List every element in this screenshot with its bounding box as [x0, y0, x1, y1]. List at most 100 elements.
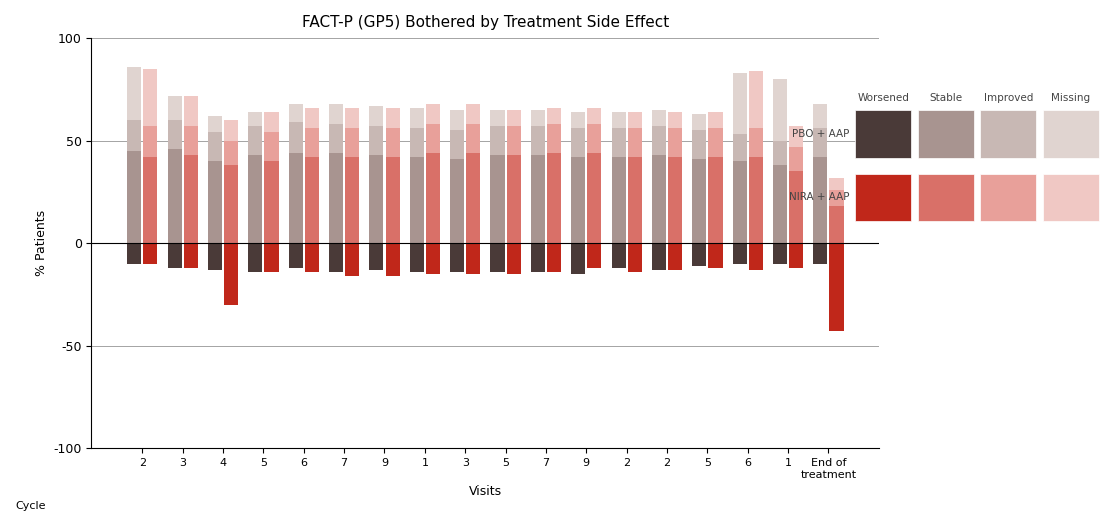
Bar — [345, 243, 359, 276]
Text: Stable: Stable — [929, 93, 963, 103]
Bar — [571, 157, 586, 243]
Bar — [692, 114, 707, 130]
Bar — [369, 106, 383, 126]
Bar — [224, 165, 238, 243]
Bar — [183, 126, 198, 155]
Bar — [305, 128, 319, 157]
Bar — [830, 190, 844, 206]
Bar — [409, 128, 424, 157]
Bar — [409, 243, 424, 272]
Bar — [491, 243, 504, 272]
Bar — [652, 243, 666, 270]
Bar — [248, 112, 263, 126]
Bar — [531, 243, 544, 272]
Bar — [143, 126, 158, 157]
Bar — [208, 161, 222, 243]
Bar — [531, 110, 544, 126]
Bar — [466, 243, 481, 274]
Bar — [547, 124, 561, 153]
Bar — [329, 153, 343, 243]
Bar — [426, 124, 440, 153]
Bar — [612, 112, 626, 128]
Bar — [386, 108, 399, 128]
Bar — [369, 126, 383, 155]
Bar — [709, 243, 722, 268]
Bar — [466, 153, 481, 243]
Bar — [506, 243, 521, 274]
Bar — [627, 112, 642, 128]
Bar — [813, 157, 827, 243]
Bar — [612, 157, 626, 243]
Bar — [627, 243, 642, 272]
Bar — [168, 120, 182, 149]
Bar — [491, 110, 504, 126]
Bar — [669, 112, 682, 128]
Bar — [265, 133, 278, 161]
Bar — [813, 104, 827, 128]
Bar — [732, 243, 747, 264]
Bar — [732, 161, 747, 243]
Bar — [789, 147, 803, 171]
Bar — [183, 96, 198, 126]
Bar — [587, 243, 601, 268]
Bar — [773, 79, 787, 140]
Bar — [732, 73, 747, 135]
Bar — [426, 104, 440, 124]
Bar — [466, 104, 481, 124]
Bar — [627, 128, 642, 157]
Bar — [547, 153, 561, 243]
Bar — [183, 243, 198, 268]
Bar — [208, 133, 222, 161]
Bar — [386, 128, 399, 157]
Bar — [813, 128, 827, 157]
Y-axis label: % Patients: % Patients — [35, 210, 48, 276]
Bar — [288, 104, 303, 122]
Bar — [248, 155, 263, 243]
Bar — [692, 243, 707, 266]
Bar — [652, 155, 666, 243]
Bar — [830, 206, 844, 243]
Bar — [345, 108, 359, 128]
X-axis label: Visits: Visits — [468, 485, 502, 498]
Bar — [208, 116, 222, 133]
Bar — [305, 157, 319, 243]
Bar — [143, 157, 158, 243]
Text: Worsened: Worsened — [858, 93, 909, 103]
Bar — [749, 243, 762, 270]
Text: Missing: Missing — [1052, 93, 1090, 103]
Bar — [692, 159, 707, 243]
Bar — [248, 243, 263, 272]
Bar — [506, 126, 521, 155]
Bar — [265, 112, 278, 133]
Bar — [305, 108, 319, 128]
Bar — [168, 149, 182, 243]
Bar — [127, 120, 141, 151]
Bar — [709, 157, 722, 243]
Bar — [531, 155, 544, 243]
Bar — [143, 243, 158, 264]
Bar — [547, 108, 561, 124]
Bar — [224, 140, 238, 165]
Bar — [127, 243, 141, 264]
Bar — [426, 243, 440, 274]
Bar — [127, 67, 141, 120]
Bar — [789, 243, 803, 268]
Bar — [224, 120, 238, 140]
Bar — [587, 153, 601, 243]
Bar — [409, 157, 424, 243]
Bar — [386, 243, 399, 276]
Bar — [183, 155, 198, 243]
Bar — [265, 161, 278, 243]
Bar — [491, 126, 504, 155]
Text: PBO + AAP: PBO + AAP — [793, 129, 850, 139]
Bar — [491, 155, 504, 243]
Bar — [612, 243, 626, 268]
Bar — [288, 153, 303, 243]
Bar — [669, 128, 682, 157]
Bar — [830, 243, 844, 331]
Bar — [329, 243, 343, 272]
Bar — [506, 155, 521, 243]
Bar — [709, 112, 722, 128]
Bar — [732, 135, 747, 161]
Bar — [789, 171, 803, 243]
